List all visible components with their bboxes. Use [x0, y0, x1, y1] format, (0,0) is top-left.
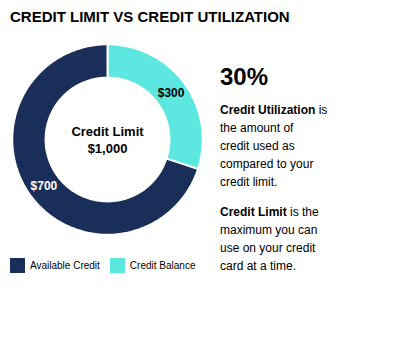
html-text:CREDIT LIMIT VS CREDIT UTILIZA: CREDIT LIMIT VS CREDIT UTILIZATION: [10, 8, 290, 25]
html-text:30%: 30%: [220, 63, 268, 90]
html-text:compared to your: compared to your: [220, 157, 314, 171]
svg-text:$700: $700: [31, 179, 58, 193]
svg-text:$300: $300: [158, 86, 185, 100]
html-text:Available Credit: Available Credit: [30, 260, 100, 271]
html-text:Credit Limit is the: Credit Limit is the: [220, 205, 319, 219]
svg-text:Credit Limit$1,000: Credit Limit$1,000: [71, 124, 144, 156]
html-text:the amount of: the amount of: [220, 121, 294, 135]
html-text:card at a time.: card at a time.: [220, 259, 296, 273]
html-text:Credit Balance: Credit Balance: [129, 260, 196, 271]
html-text:credit used as: credit used as: [220, 139, 295, 153]
html-text:use on your credit: use on your credit: [220, 241, 316, 255]
html-text:maximum you can: maximum you can: [220, 223, 318, 237]
html-text:credit limit.: credit limit.: [220, 175, 278, 189]
html-text:Credit Utilization is: Credit Utilization is: [220, 103, 328, 117]
